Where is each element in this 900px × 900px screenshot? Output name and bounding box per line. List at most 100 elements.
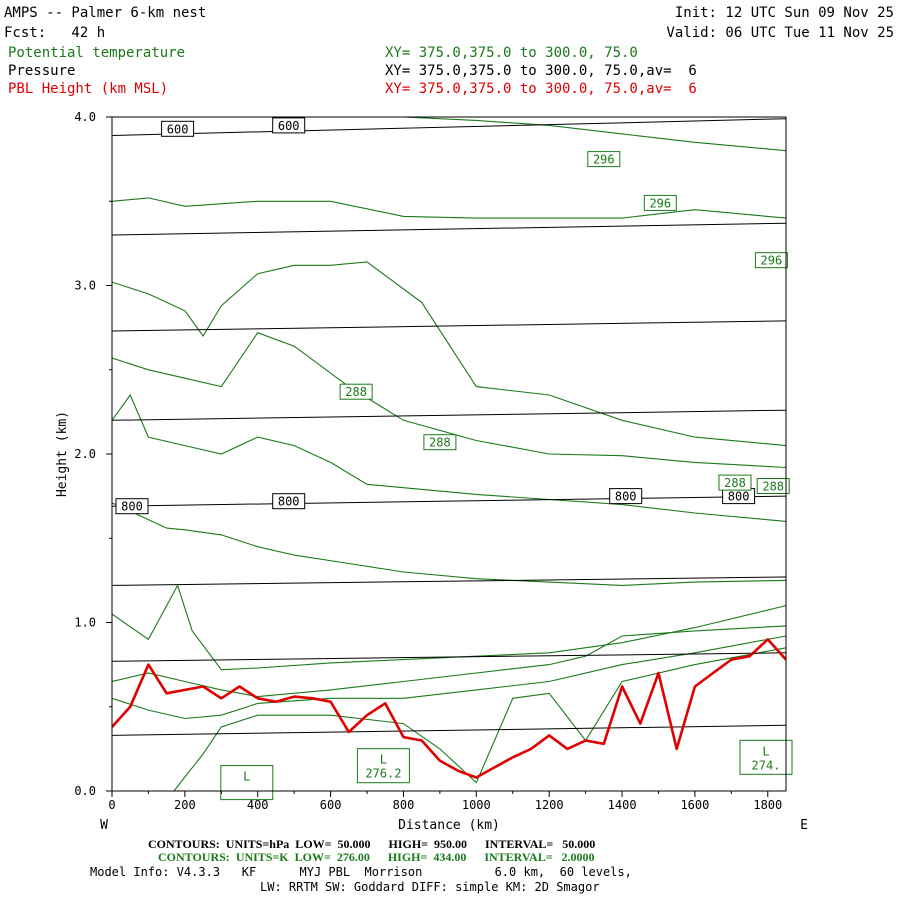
field-xy-theta: XY= 375.0,375.0 to 300.0, 75.0 [385,45,638,61]
valid-time: Valid: 06 UTC Tue 11 Nov 25 [666,25,894,41]
model-title: AMPS -- Palmer 6-km nest [4,5,207,21]
low-marker-box [739,739,793,775]
contour-label-12: 288 [756,478,790,494]
contour-label-text: 288 [724,476,746,490]
contour-label-box [161,120,195,137]
low-marker-letter: L [762,744,769,758]
x-tick-label: 600 [320,798,342,812]
x-tick-label: 1600 [680,798,709,812]
y-tick-label: 4.0 [74,110,96,124]
isobar-line-700hpa [112,320,786,332]
y-axis-label: Height (km) [55,411,70,497]
contour-label-text: 296 [761,254,783,268]
contour-label-text: 800 [615,490,637,504]
low-marker-value: 274. [752,758,781,772]
contour-label-0: 600 [161,120,195,137]
isentrope-line-288k [112,502,786,586]
axes-layer: 0 200 400 600 800 1000 1200 1400 1600 1800 0.0 1.0 2… [55,110,808,833]
pbl-layer [112,638,786,779]
x-tick-label: 1800 [753,798,782,812]
x-tick-label: 200 [174,798,196,812]
isentropes-layer [112,117,786,791]
contour-label-3: 800 [272,493,306,510]
theta-contour-info: CONTOURS: UNITS=K LOW= 276.00 HIGH= 434.… [158,850,595,864]
isobar-line-950hpa [112,724,786,736]
isentrope-line-296k [112,197,786,219]
isobar-line-850hpa [112,576,786,586]
field-name-pbl: PBL Height (km MSL) [8,81,169,97]
forecast-hour: Fcst: 42 h [4,25,106,41]
pbl-height-line [112,638,786,779]
west-label: W [100,818,108,833]
contour-label-10: 288 [423,434,457,451]
contour-label-text: 800 [278,495,300,509]
low-marker-box [356,748,410,784]
contour-label-box [339,383,373,400]
contour-label-1: 600 [272,117,306,134]
y-tick-label: 2.0 [74,447,96,461]
x-tick-label: 800 [393,798,415,812]
x-tick-label: 1400 [608,798,637,812]
y-tick-label: 0.0 [74,784,96,798]
x-tick-label: 400 [247,798,269,812]
contour-label-box [115,498,149,515]
contour-label-text: 800 [728,490,750,504]
low-marker-letter: L [380,753,387,767]
contour-label-text: 288 [762,480,784,494]
contour-labels-layer: 600 600 800 800 800 800 296 296 296 288 288 288 288 [115,117,790,515]
x-axis-label: Distance (km) [398,818,500,833]
contour-label-box [718,474,752,491]
contour-label-11: 288 [718,474,752,491]
field-xy-pbl: XY= 375.0,375.0 to 300.0, 75.0,av= 6 [385,81,697,97]
contour-label-box [609,488,643,505]
low-marker-0: L [220,765,274,801]
isobar-line-650hpa [112,222,786,236]
contour-label-text: 800 [121,500,143,514]
contour-label-text: 296 [649,196,671,210]
isentrope-line-282k [112,635,786,720]
x-tick-label: 1000 [462,798,491,812]
contour-label-9: 288 [339,383,373,400]
model-info-line-2: LW: RRTM SW: Goddard DIFF: simple KM: 2D… [260,880,600,894]
isobar-line-800hpa [112,495,786,507]
isentrope-line-290k [112,393,786,522]
contour-label-text: 288 [429,436,451,450]
contour-label-box [423,434,457,451]
y-tick-label: 3.0 [74,279,96,293]
contour-label-6: 296 [587,151,621,168]
isentrope-line-298k [112,117,786,152]
low-marker-box [220,765,274,801]
isobar-line-900hpa [112,652,786,662]
isobar-line-600hpa [112,118,786,136]
contour-label-4: 800 [609,488,643,505]
isentrope-line-284k [112,625,786,698]
contour-label-text: 296 [593,153,615,167]
low-marker-value: 276.2 [365,767,401,781]
isentrope-line-286k [112,584,786,671]
contour-label-box [643,194,677,211]
contour-label-text: 288 [345,385,367,399]
isobar-line-750hpa [112,409,786,421]
contour-label-box [756,478,790,494]
low-marker-letter: L [243,770,250,784]
field-name-pressure: Pressure [8,63,76,79]
contour-label-2: 800 [115,498,149,515]
model-info-line-1: Model Info: V4.3.3 KF MYJ PBL Morrison 6… [90,865,632,879]
contour-label-box [272,117,306,134]
isobars-layer [112,118,786,736]
field-name-theta: Potential temperature [8,45,186,61]
contour-label-box [272,493,306,510]
contour-label-8: 296 [754,252,788,269]
contour-label-box [587,151,621,168]
contour-label-text: 600 [167,122,189,136]
contour-label-5: 800 [722,488,756,505]
plot-frame [111,116,787,792]
contour-label-box [754,252,788,269]
isentrope-line-280k [173,647,786,791]
init-time: Init: 12 UTC Sun 09 Nov 25 [674,5,894,21]
east-label: E [800,818,808,833]
